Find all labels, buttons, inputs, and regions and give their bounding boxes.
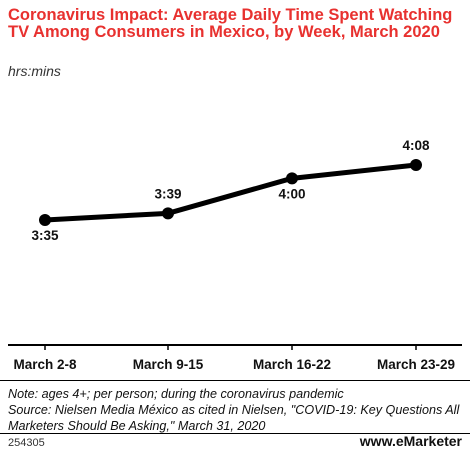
x-tick-label: March 16-22 — [253, 357, 331, 372]
data-label: 4:00 — [278, 186, 305, 201]
data-label: 3:39 — [154, 186, 181, 201]
brand-logo: www.eMarketer — [360, 433, 462, 449]
chart-notes: Note: ages 4+; per person; during the co… — [8, 386, 463, 434]
data-point — [39, 214, 51, 226]
data-point — [162, 207, 174, 220]
chart-subtitle: hrs:mins — [8, 63, 61, 79]
note-text: Note: ages 4+; per person; during the co… — [8, 387, 344, 401]
series-line — [42, 162, 419, 223]
data-point — [286, 172, 298, 185]
brand-name: eMarketer — [395, 433, 462, 449]
x-tick-label: March 9-15 — [133, 357, 204, 372]
footer-divider — [0, 380, 470, 381]
x-tick-label: March 23-29 — [377, 357, 455, 372]
line-chart: March 2-8 March 9-15 March 16-22 March 23-2… — [8, 138, 462, 372]
x-tick-label: March 2-8 — [13, 357, 77, 372]
chart-id: 254305 — [8, 437, 45, 449]
chart-title: Coronavirus Impact: Average Daily Time S… — [8, 6, 453, 41]
brand-prefix: www. — [359, 433, 396, 449]
footer-divider-bottom — [0, 433, 470, 434]
data-label: 3:35 — [31, 228, 59, 243]
source-text: Source: Nielsen Media México as cited in… — [8, 403, 460, 433]
data-point — [410, 159, 422, 171]
data-label: 4:08 — [402, 138, 430, 153]
